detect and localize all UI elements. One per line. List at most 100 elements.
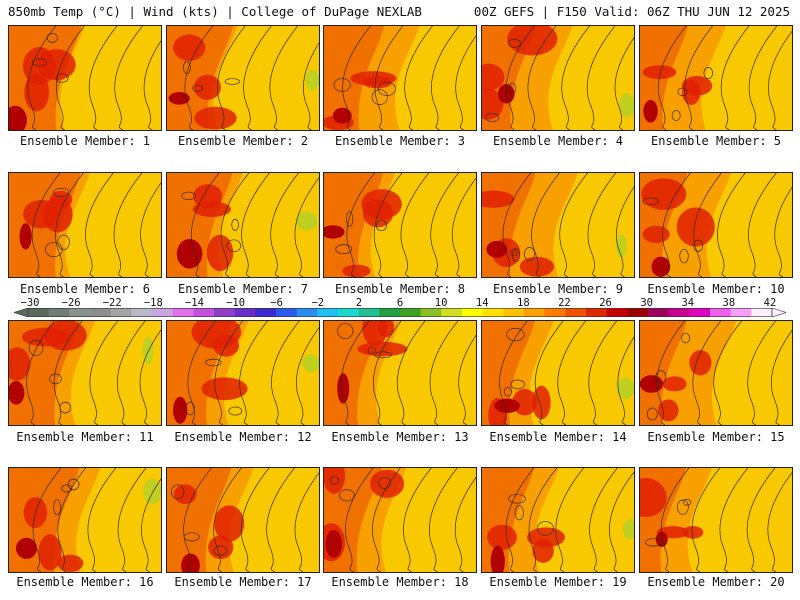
ensemble-member-label: Ensemble Member: 8 <box>334 282 466 296</box>
ensemble-member-label: Ensemble Member: 17 <box>174 575 312 589</box>
colorbar-swatch <box>90 308 112 317</box>
ensemble-member-map <box>323 467 477 573</box>
ensemble-member-label: Ensemble Member: 12 <box>174 430 312 444</box>
ensemble-member-label: Ensemble Member: 14 <box>489 430 627 444</box>
colorbar-tick-label: 34 <box>681 297 695 309</box>
ensemble-member-map <box>8 467 162 573</box>
ensemble-member-label: Ensemble Member: 6 <box>19 282 151 296</box>
ensemble-member-label: Ensemble Member: 20 <box>647 575 785 589</box>
ensemble-member-map <box>639 25 793 131</box>
ensemble-member-map <box>639 467 793 573</box>
colorbar-swatch <box>606 308 628 317</box>
colorbar-swatch <box>586 308 608 317</box>
colorbar-tick-label: 30 <box>640 297 653 309</box>
colorbar-tick-labels: −30 −26 −22 −18 −14 −10 −6 −2 2 6 10 14 18 22 26 30 34 38… <box>14 297 786 309</box>
ensemble-member-label: Ensemble Member: 18 <box>331 575 469 589</box>
ensemble-member-label: Ensemble Member: 1 <box>19 134 151 148</box>
colorbar-swatch <box>48 308 70 317</box>
colorbar: −30 −26 −22 −18 −14 −10 −6 −2 2 6 10 14 18 22 26 30 34 38… <box>14 297 786 321</box>
colorbar-swatch <box>172 308 194 317</box>
ensemble-member-map <box>8 25 162 131</box>
colorbar-tick-label: 18 <box>517 297 530 309</box>
colorbar-swatch <box>710 308 732 317</box>
ensemble-member-map <box>166 172 320 278</box>
colorbar-tick-label: 2 <box>355 297 363 309</box>
ensemble-member-label: Ensemble Member: 4 <box>492 134 624 148</box>
ensemble-member-label: Ensemble Member: 16 <box>16 575 154 589</box>
colorbar-swatch <box>544 308 566 317</box>
ensemble-member-map <box>166 320 320 426</box>
colorbar-swatch <box>689 308 711 317</box>
ensemble-member-label: Ensemble Member: 2 <box>177 134 309 148</box>
run-valid-time: 00Z GEFS | F150 Valid: 06Z THU JUN 12 20… <box>473 4 790 19</box>
colorbar-tick-label: −18 <box>143 297 163 309</box>
colorbar-swatch <box>648 308 670 317</box>
colorbar-swatch <box>627 308 649 317</box>
ensemble-member-map <box>481 172 635 278</box>
colorbar-tick-label: −14 <box>184 297 204 309</box>
colorbar-swatch <box>28 308 50 317</box>
colorbar-tick-label: −2 <box>311 297 325 309</box>
colorbar-swatch <box>131 308 153 317</box>
colorbar-tick-label: −30 <box>20 297 40 309</box>
ensemble-member-label: Ensemble Member: 5 <box>650 134 782 148</box>
colorbar-tick-label: 10 <box>434 297 448 309</box>
ensemble-member-map <box>481 467 635 573</box>
map-title: 850mb Temp (°C) | Wind (kts) | College o… <box>8 4 422 19</box>
colorbar-tick-label: −10 <box>226 297 246 309</box>
colorbar-strip <box>14 308 786 317</box>
ensemble-member-map <box>8 172 162 278</box>
colorbar-swatch <box>152 308 174 317</box>
colorbar-swatch <box>524 308 546 317</box>
colorbar-swatch <box>234 308 256 317</box>
colorbar-swatch <box>565 308 587 317</box>
ensemble-member-map <box>481 25 635 131</box>
colorbar-tick-label: 26 <box>599 297 612 309</box>
colorbar-tick-label: 6 <box>396 297 404 309</box>
ensemble-member-label: Ensemble Member: 19 <box>489 575 627 589</box>
ensemble-member-map <box>323 25 477 131</box>
ensemble-member-label: Ensemble Member: 3 <box>334 134 466 148</box>
colorbar-tick-label: −26 <box>61 297 81 309</box>
colorbar-swatch <box>338 308 360 317</box>
colorbar-swatch <box>751 308 773 317</box>
colorbar-swatch <box>193 308 215 317</box>
ensemble-member-label: Ensemble Member: 11 <box>16 430 154 444</box>
ensemble-member-map <box>8 320 162 426</box>
colorbar-swatch <box>503 308 525 317</box>
colorbar-swatch <box>255 308 277 317</box>
colorbar-swatch <box>482 308 504 317</box>
colorbar-swatch <box>730 308 752 317</box>
colorbar-swatch <box>420 308 442 317</box>
colorbar-tick-label: 42 <box>763 297 777 309</box>
colorbar-swatch <box>358 308 380 317</box>
colorbar-swatch <box>276 308 298 317</box>
colorbar-swatch <box>441 308 463 317</box>
colorbar-swatch <box>317 308 339 317</box>
colorbar-tick-label: 22 <box>558 297 571 309</box>
ensemble-member-map <box>166 467 320 573</box>
colorbar-tick-label: 38 <box>722 297 736 309</box>
colorbar-swatch <box>110 308 132 317</box>
colorbar-tick-label: −6 <box>270 297 283 309</box>
colorbar-tick-label: −22 <box>102 297 122 309</box>
ensemble-member-map <box>481 320 635 426</box>
ensemble-member-label: Ensemble Member: 7 <box>177 282 309 296</box>
colorbar-tick-label: 14 <box>475 297 489 309</box>
ensemble-member-label: Ensemble Member: 13 <box>331 430 469 444</box>
colorbar-swatch <box>296 308 318 317</box>
ensemble-member-map <box>323 320 477 426</box>
ensemble-member-map <box>323 172 477 278</box>
ensemble-member-map <box>639 172 793 278</box>
ensemble-member-label: Ensemble Member: 10 <box>647 282 785 296</box>
colorbar-swatch <box>379 308 401 317</box>
colorbar-swatch <box>400 308 422 317</box>
colorbar-right-arrow <box>771 308 786 317</box>
colorbar-swatch <box>668 308 690 317</box>
ensemble-member-label: Ensemble Member: 15 <box>647 430 785 444</box>
ensemble-member-map <box>166 25 320 131</box>
colorbar-swatch <box>462 308 484 317</box>
colorbar-swatch <box>69 308 91 317</box>
colorbar-left-arrow <box>14 308 29 317</box>
ensemble-member-map <box>639 320 793 426</box>
